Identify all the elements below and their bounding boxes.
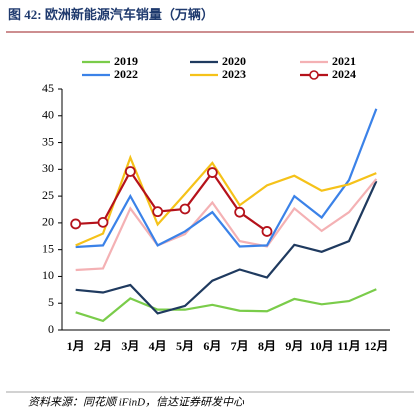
point — [261, 226, 273, 237]
point — [152, 206, 164, 218]
legend-label: 2020 — [222, 54, 246, 68]
point — [206, 167, 218, 178]
y-tick-label: 30 — [42, 161, 54, 175]
x-tick-label: 1月 — [67, 339, 85, 353]
source: 资料来源：同花顺 iFinD，信达证券研发中心 — [28, 396, 245, 409]
y-tick-label: 40 — [42, 108, 54, 122]
legend-label: 2019 — [114, 54, 138, 68]
x-tick-label: 9月 — [285, 339, 303, 353]
series-line — [75, 154, 377, 247]
x-tick-label: 11月 — [337, 339, 360, 353]
series-line — [75, 288, 377, 323]
x-tick-label: 5月 — [176, 339, 194, 353]
y-tick-label: 35 — [42, 134, 54, 148]
x-tick-label: 12月 — [364, 339, 388, 353]
x-tick-label: 6月 — [203, 339, 221, 353]
series-line — [75, 169, 268, 233]
chart-title: 图 42: 欧洲新能源汽车销量（万辆） — [8, 7, 214, 22]
x-tick-label: 3月 — [121, 339, 139, 353]
point — [124, 166, 136, 177]
y-tick-label: 15 — [42, 241, 54, 255]
x-tick-label: 10月 — [310, 339, 334, 353]
legend-label: 2023 — [222, 67, 246, 81]
legend-marker — [309, 70, 319, 80]
legend-label: 2024 — [332, 67, 356, 81]
point — [179, 203, 191, 215]
x-tick-label: 4月 — [149, 339, 167, 353]
y-tick-label: 0 — [48, 322, 54, 336]
series-line — [75, 108, 378, 249]
y-tick-label: 10 — [42, 268, 54, 282]
series-line — [75, 180, 378, 315]
point — [97, 216, 109, 228]
x-tick-label: 2月 — [94, 339, 112, 353]
point — [70, 218, 82, 230]
y-tick-label: 5 — [48, 295, 54, 309]
y-tick-label: 20 — [42, 215, 54, 229]
x-tick-label: 7月 — [231, 339, 249, 353]
y-tick-label: 45 — [42, 81, 54, 95]
legend-label: 2021 — [332, 54, 356, 68]
series-line — [75, 178, 378, 272]
point — [234, 206, 246, 218]
legend-label: 2022 — [114, 67, 138, 81]
x-tick-label: 8月 — [258, 339, 276, 353]
y-tick-label: 25 — [42, 188, 54, 202]
